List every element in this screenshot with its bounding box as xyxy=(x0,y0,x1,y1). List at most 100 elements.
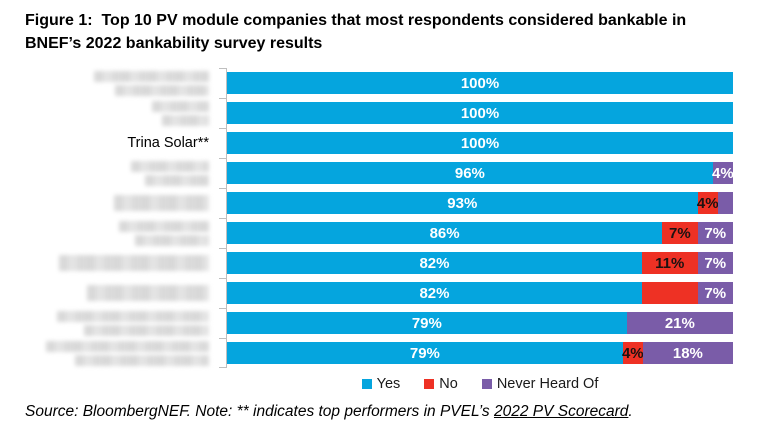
bar-track: 100% xyxy=(227,102,733,124)
bar-segment-yes: 100% xyxy=(227,132,733,154)
redacted-text-block xyxy=(46,340,209,352)
chart-row: 100% xyxy=(0,98,780,128)
chart-row: 96% 4% xyxy=(0,158,780,188)
segment-value-label: 82% xyxy=(419,284,450,302)
redacted-company-label xyxy=(46,340,209,366)
bar-track: 86% 7% 7% xyxy=(227,222,733,244)
redacted-text-block xyxy=(131,160,209,172)
redacted-text-block xyxy=(59,255,209,271)
chart-row: 86% 7% 7% xyxy=(0,218,780,248)
chart-row: 82% 7% xyxy=(0,278,780,308)
segment-value-label: 86% xyxy=(429,224,460,242)
segment-value-label: 4% xyxy=(621,344,644,362)
segment-value-label: 79% xyxy=(409,344,440,362)
figure-title: Figure 1: Top 10 PV module companies tha… xyxy=(0,0,780,55)
row-label-cell xyxy=(0,160,227,186)
legend-swatch xyxy=(361,379,372,389)
bar-segment-no xyxy=(641,282,698,304)
legend-label: Yes xyxy=(376,376,401,392)
segment-value-label: 93% xyxy=(447,194,478,212)
redacted-text-block xyxy=(119,220,209,232)
legend-swatch xyxy=(481,379,492,389)
legend-item-nho: Never Heard Of xyxy=(481,376,599,392)
bar-track: 82% 11% 7% xyxy=(227,252,733,274)
bar-segment-nho xyxy=(717,192,733,214)
chart-row: 93% 4% xyxy=(0,188,780,218)
bar-track: 100% xyxy=(227,132,733,154)
segment-value-label: 18% xyxy=(672,344,703,362)
row-label-cell xyxy=(0,310,227,336)
source-note: Source: BloombergNEF. Note: ** indicates… xyxy=(25,403,780,421)
bar-segment-nho: 7% xyxy=(697,252,733,274)
redacted-text-block xyxy=(75,354,209,366)
bar-segment-yes: 79% xyxy=(227,312,627,334)
figure-title-line2: BNEF’s 2022 bankability survey results xyxy=(25,35,323,52)
bar-segment-nho: 18% xyxy=(642,342,733,364)
redacted-company-label xyxy=(57,310,209,336)
bar-segment-yes: 100% xyxy=(227,72,733,94)
bar-segment-yes: 93% xyxy=(227,192,698,214)
redacted-text-block xyxy=(87,285,209,301)
segment-value-label: 4% xyxy=(712,164,734,182)
chart-row: 82% 11% 7% xyxy=(0,248,780,278)
row-label-cell xyxy=(0,220,227,246)
bar-track: 79% 4% 18% xyxy=(227,342,733,364)
bar-track: 79% 21% xyxy=(227,312,733,334)
redacted-text-block xyxy=(115,84,209,96)
segment-value-label: 100% xyxy=(460,104,500,122)
chart-row: 100% xyxy=(0,68,780,98)
segment-value-label: 11% xyxy=(655,254,685,272)
redacted-company-label xyxy=(119,220,209,246)
bar-track: 96% 4% xyxy=(227,162,734,184)
row-label-cell: Trina Solar** xyxy=(0,135,227,151)
redacted-company-label xyxy=(131,160,209,186)
legend-label: Never Heard Of xyxy=(496,376,599,392)
segment-value-label: 100% xyxy=(460,74,500,92)
redacted-text-block xyxy=(152,100,209,112)
segment-value-label: 7% xyxy=(669,224,691,242)
segment-value-label: 82% xyxy=(419,254,450,272)
legend-item-no: No xyxy=(424,376,458,392)
bar-track: 93% 4% xyxy=(227,192,733,214)
segment-value-label: 7% xyxy=(704,284,727,302)
redacted-text-block xyxy=(57,310,209,322)
row-label-cell xyxy=(0,255,227,271)
row-label-cell xyxy=(0,340,227,366)
redacted-company-label xyxy=(114,195,209,211)
segment-value-label: 79% xyxy=(411,314,442,332)
redacted-company-label xyxy=(59,255,209,271)
row-label-cell xyxy=(0,285,227,301)
bar-track: 82% 7% xyxy=(227,282,733,304)
redacted-text-block xyxy=(145,174,209,186)
redacted-company-label xyxy=(152,100,209,126)
bar-segment-yes: 86% xyxy=(227,222,663,244)
bar-segment-no: 4% xyxy=(621,342,644,364)
source-note-suffix: . xyxy=(628,403,633,420)
row-label-cell xyxy=(0,70,227,96)
redacted-text-block xyxy=(84,324,209,336)
chart-legend: Yes No Never Heard Of xyxy=(227,376,733,392)
segment-value-label: 21% xyxy=(664,314,695,332)
source-note-text: Source: BloombergNEF. Note: ** indicates… xyxy=(25,403,494,420)
bar-segment-nho: 7% xyxy=(697,222,733,244)
redacted-text-block xyxy=(162,114,209,126)
bar-segment-no: 11% xyxy=(641,252,698,274)
chart-row: 79% 4% 18% xyxy=(0,338,780,368)
company-label: Trina Solar** xyxy=(127,135,209,151)
bar-segment-yes: 82% xyxy=(227,252,642,274)
bar-segment-nho: 21% xyxy=(626,312,733,334)
row-label-cell xyxy=(0,195,227,211)
bar-segment-nho: 7% xyxy=(697,282,733,304)
redacted-company-label xyxy=(87,285,209,301)
figure-title-line1: Figure 1: Top 10 PV module companies tha… xyxy=(25,12,687,29)
bar-track: 100% xyxy=(227,72,733,94)
redacted-company-label xyxy=(94,70,209,96)
scorecard-link[interactable]: 2022 PV Scorecard xyxy=(493,403,629,420)
bar-segment-yes: 100% xyxy=(227,102,733,124)
legend-label: No xyxy=(439,376,458,392)
row-label-cell xyxy=(0,100,227,126)
legend-swatch xyxy=(424,379,435,389)
legend-item-yes: Yes xyxy=(361,376,401,392)
segment-value-label: 96% xyxy=(454,164,485,182)
